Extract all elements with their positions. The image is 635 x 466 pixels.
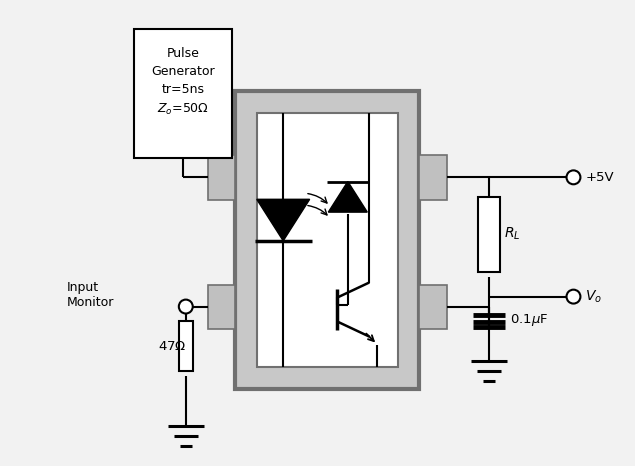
Text: Input
Monitor: Input Monitor xyxy=(67,281,114,308)
Text: 47$\Omega$: 47$\Omega$ xyxy=(158,340,187,353)
Circle shape xyxy=(566,290,580,303)
Text: 0.1$\mu$F: 0.1$\mu$F xyxy=(510,313,548,329)
Text: $R_L$: $R_L$ xyxy=(504,226,520,242)
Bar xyxy=(236,91,419,389)
Polygon shape xyxy=(328,182,367,212)
Circle shape xyxy=(566,171,580,184)
Text: Pulse
Generator
tr=5ns
$Z_o$=50$\Omega$: Pulse Generator tr=5ns $Z_o$=50$\Omega$ xyxy=(151,47,215,116)
Circle shape xyxy=(179,300,193,314)
Bar xyxy=(208,285,236,329)
Polygon shape xyxy=(257,199,310,241)
Bar xyxy=(208,156,236,200)
Text: $V_o$: $V_o$ xyxy=(585,288,603,305)
Bar xyxy=(134,29,232,158)
Text: +5V: +5V xyxy=(585,171,614,184)
Bar xyxy=(419,285,447,329)
Bar xyxy=(419,156,447,200)
Bar xyxy=(257,113,398,367)
Bar xyxy=(179,322,193,371)
Bar xyxy=(478,197,500,272)
